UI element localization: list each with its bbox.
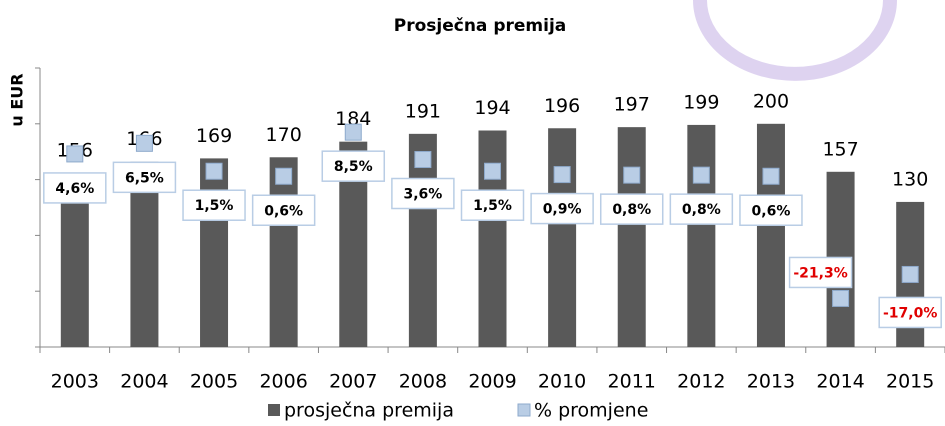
x-tick-label: 2005 (190, 371, 238, 393)
value-label-box (251, 194, 316, 227)
bar-label: 194 (474, 97, 510, 119)
value-label-box (530, 192, 594, 225)
value-label-box (182, 189, 246, 221)
marker (762, 167, 780, 185)
value-label-box (391, 177, 455, 210)
marker (832, 289, 850, 307)
bar (548, 128, 577, 347)
bar-label: 157 (822, 138, 858, 160)
value-label: 0,8% (612, 202, 651, 218)
bar-label: 169 (196, 125, 232, 147)
value-label: 8,5% (334, 159, 373, 175)
marker (692, 166, 710, 184)
marker (205, 162, 223, 180)
x-tick-label: 2013 (747, 371, 795, 393)
x-tick-label: 2008 (399, 371, 447, 393)
value-label-box (878, 296, 942, 329)
legend-swatch (268, 404, 280, 416)
value-label-box (669, 193, 734, 225)
x-tick-label: 2003 (51, 371, 99, 393)
bar-label: 199 (683, 91, 719, 113)
value-label-box (321, 150, 386, 182)
bar-label: 200 (753, 90, 789, 112)
marker (344, 123, 362, 141)
value-label: -17,0% (883, 305, 937, 321)
bar (687, 124, 716, 347)
x-tick-label: 2012 (677, 371, 725, 393)
value-label: 0,6% (752, 203, 791, 219)
bar-label: 130 (892, 168, 928, 190)
chart-title: Prosječna premija (394, 16, 567, 36)
x-tick-label: 2014 (816, 371, 864, 393)
bar (200, 158, 229, 347)
marker (553, 166, 571, 184)
value-label: 0,6% (264, 203, 303, 219)
marker (623, 166, 641, 184)
bar-label: 197 (614, 94, 650, 116)
bar-label: 184 (335, 108, 371, 130)
legend-label: % promjene (534, 400, 648, 422)
bar (756, 123, 785, 347)
value-label-box (739, 194, 803, 227)
x-tick-label: 2007 (329, 371, 377, 393)
x-tick-label: 2004 (120, 371, 168, 393)
bar-label: 170 (266, 124, 302, 146)
y-axis-label: u EUR (8, 73, 27, 126)
x-tick-label: 2010 (538, 371, 586, 393)
value-label-box (43, 172, 107, 204)
bar (269, 157, 298, 347)
marker (66, 145, 84, 163)
value-label: 1,5% (195, 198, 234, 214)
value-label-box (112, 161, 177, 194)
value-label-box (788, 256, 853, 289)
bar (617, 127, 646, 347)
legend-label: prosječna premija (284, 400, 454, 422)
x-tick-label: 2011 (608, 371, 656, 393)
watermark (693, 0, 897, 81)
x-tick-label: 2006 (259, 371, 307, 393)
x-tick-label: 2015 (886, 371, 934, 393)
bar-label: 196 (544, 95, 580, 117)
value-label: 6,5% (125, 170, 164, 186)
value-label: 4,6% (55, 181, 94, 197)
marker (901, 265, 919, 283)
value-label: -21,3% (793, 265, 847, 281)
value-label: 1,5% (473, 198, 512, 214)
x-tick-label: 2009 (468, 371, 516, 393)
marker (484, 162, 501, 180)
bar-label: 191 (405, 100, 441, 122)
legend-swatch (517, 403, 531, 417)
value-label: 3,6% (403, 187, 442, 203)
marker (135, 134, 153, 152)
marker (414, 151, 432, 169)
value-label: 0,9% (543, 202, 582, 218)
value-label-box (599, 193, 664, 225)
value-label: 0,8% (682, 202, 721, 218)
value-label-box (460, 189, 525, 221)
bar (408, 133, 437, 347)
marker (275, 167, 293, 185)
